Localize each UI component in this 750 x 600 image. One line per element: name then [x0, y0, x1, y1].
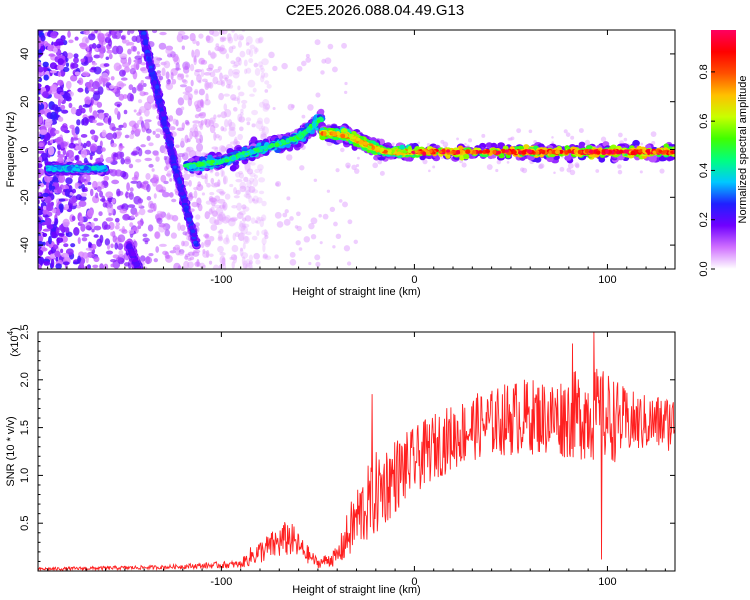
x-tick-label: 100: [598, 576, 616, 588]
spectrogram-x-label: Height of straight line (km): [292, 286, 420, 298]
spectrogram-x-axis: -100 0 100: [47, 30, 666, 286]
y-tick-label: 2.5: [19, 324, 31, 339]
y-tick-label: 0: [19, 146, 31, 152]
y-tick-label: 0.5: [19, 516, 31, 531]
colorbar-gradient: [711, 30, 736, 269]
snr-exponent-label: (x104): [6, 327, 21, 357]
feature-left-horizontal-blob: [43, 160, 111, 177]
x-tick-label: -100: [210, 274, 232, 286]
x-tick-label: 0: [411, 274, 417, 286]
feature-horizontal-band: [410, 139, 675, 164]
spectrogram-plot-area: [38, 30, 675, 269]
y-tick-label: 40: [19, 48, 31, 60]
spectrogram-noise: [38, 30, 667, 269]
y-tick-label: 2.0: [19, 372, 31, 387]
chart-title: C2E5.2026.088.04.49.G13: [285, 2, 465, 19]
snr-frame: [37, 331, 676, 572]
x-tick-label: -100: [210, 576, 232, 588]
colorbar: 0.0 0.2 0.4 0.6 0.8 Normalized spectral ampli…: [698, 30, 749, 277]
colorbar-tick-label: 0.4: [698, 163, 710, 178]
snr-y-label: SNR (10 * v/v): [5, 416, 17, 486]
spectrogram-y-axis: -40 -20 0 20 40: [19, 29, 675, 270]
colorbar-tick-label: 0.2: [698, 212, 710, 227]
feature-peak-plateau: [317, 122, 418, 162]
colorbar-tick-label: 0.0: [698, 261, 710, 276]
colorbar-tick-label: 0.8: [698, 64, 710, 79]
y-tick-label: 1.5: [19, 420, 31, 435]
colorbar-tick-label: 0.6: [698, 114, 710, 129]
feature-steep-track: [138, 30, 201, 250]
y-tick-label: -20: [19, 189, 31, 205]
feature-rising-band: [182, 108, 326, 176]
x-tick-label: 100: [598, 274, 616, 286]
y-tick-label: 1.0: [19, 468, 31, 483]
colorbar-label: Normalized spectral amplitude: [737, 76, 749, 224]
snr-y-axis: 0.5 1.0 1.5 2.0 2.5: [19, 324, 675, 562]
feature-steep-track-lower: [123, 238, 144, 269]
snr-plot-area: [38, 332, 675, 571]
snr-x-label: Height of straight line (km): [292, 584, 420, 596]
spectrogram-y-label: Frequency (Hz): [5, 112, 17, 188]
y-tick-label: 20: [19, 96, 31, 108]
snr-exponent-power: 4: [6, 330, 15, 335]
x-tick-label: 0: [411, 576, 417, 588]
snr-series-line: [38, 332, 675, 571]
y-tick-label: -40: [19, 237, 31, 253]
snr-x-axis: -100 0 100: [47, 332, 666, 588]
